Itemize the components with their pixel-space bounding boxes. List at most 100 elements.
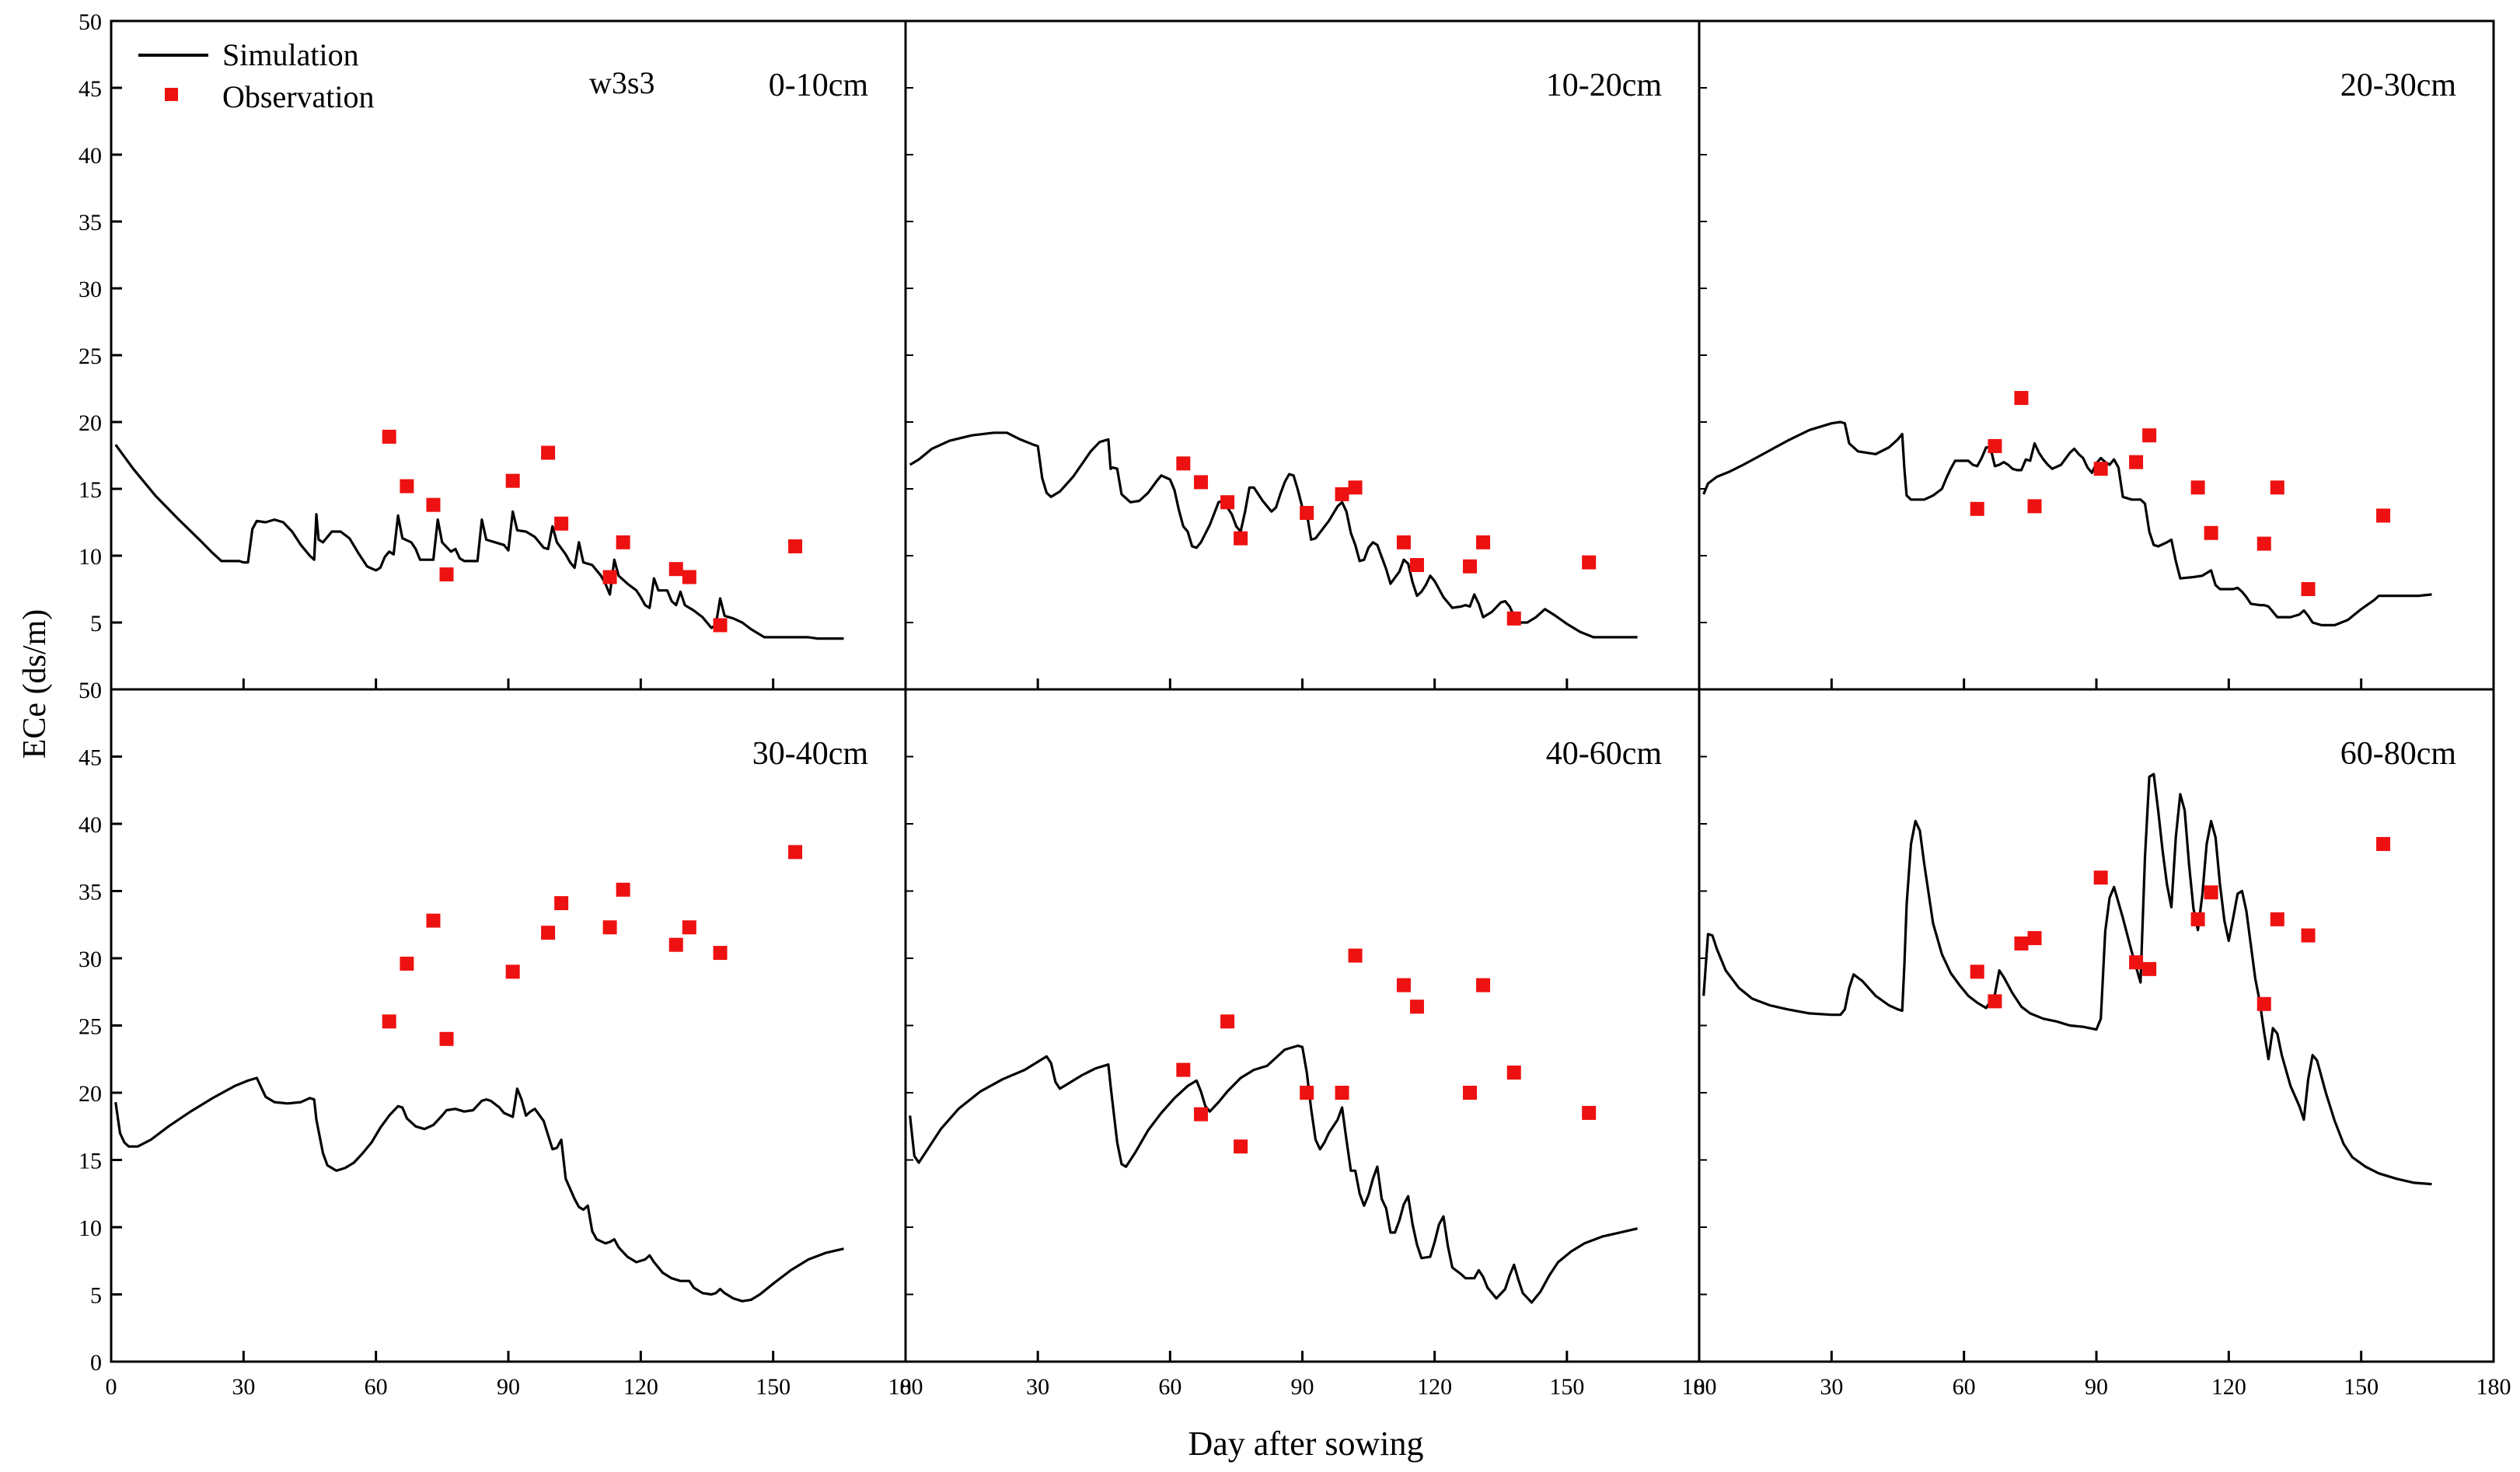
panel-10-20cm: 10-20cm	[904, 19, 1701, 691]
panel-frame	[904, 19, 1701, 691]
panel-depth-label: 20-30cm	[2340, 68, 2457, 103]
observation-point	[1506, 611, 1521, 626]
observation-point	[1335, 1086, 1349, 1100]
observation-point	[682, 920, 696, 935]
x-tick-label: 150	[2344, 1374, 2379, 1400]
simulation-line	[1702, 420, 2432, 626]
x-tick-label: 0	[900, 1374, 912, 1400]
observation-point	[1463, 559, 1478, 574]
simulation-line	[909, 431, 1638, 639]
y-tick-label: 30	[79, 947, 102, 972]
x-tick-label: 0	[106, 1374, 117, 1400]
legend-simulation-label: Simulation	[222, 37, 359, 72]
observation-point	[2376, 508, 2391, 523]
observation-point	[2301, 582, 2316, 596]
observation-point	[2270, 480, 2284, 495]
observation-point	[1409, 558, 1424, 573]
y-tick-label: 15	[79, 1149, 102, 1174]
x-tick-label: 30	[1026, 1374, 1049, 1400]
observation-point	[554, 516, 569, 531]
panel-depth-label: 10-20cm	[1546, 68, 1663, 103]
observation-point	[1396, 978, 1411, 992]
observation-point	[668, 937, 683, 952]
panel-0-10cm: 5 10 15 20 25 30 35 40 45 50 0-10cm	[79, 9, 907, 691]
y-tick-label: 25	[79, 1014, 102, 1040]
panel-60-80cm: 0 30 60 90 120 150 180 60-80cm	[1694, 688, 2511, 1400]
y-tick-label: 50	[79, 678, 102, 703]
x-tick-label: 90	[2085, 1374, 2108, 1400]
observation-point	[554, 896, 569, 911]
observation-point	[2014, 391, 2029, 406]
observation-point	[1476, 978, 1491, 992]
observation-point	[602, 570, 617, 584]
observation-point	[616, 882, 630, 897]
y-tick-label: 35	[79, 210, 102, 235]
observation-point	[2204, 525, 2218, 540]
observation-point	[2142, 961, 2157, 976]
y-tick-label: 5	[90, 1283, 102, 1309]
observation-point	[1970, 501, 1984, 516]
observation-point	[382, 429, 396, 444]
observation-point	[1234, 531, 1248, 546]
x-tick-label: 120	[2211, 1374, 2246, 1400]
observation-point	[400, 956, 414, 971]
x-tick-label: 0	[1694, 1374, 1705, 1400]
legend: Simulation Observation	[138, 37, 375, 114]
legend-observation-label: Observation	[222, 79, 375, 114]
observation-point	[2376, 836, 2391, 851]
observation-point	[1220, 495, 1235, 510]
panel-depth-label: 40-60cm	[1546, 736, 1663, 772]
panel-frame	[1698, 19, 2495, 691]
x-tick-label: 60	[365, 1374, 388, 1400]
observation-point	[2190, 480, 2205, 495]
observation-point	[426, 913, 441, 928]
observation-point	[682, 570, 696, 584]
observation-point	[1234, 1139, 1248, 1154]
x-tick-label: 90	[497, 1374, 520, 1400]
observation-point	[1194, 475, 1209, 490]
observation-point	[1506, 1066, 1521, 1080]
x-tick-label: 180	[2476, 1374, 2511, 1400]
observation-point	[2190, 912, 2205, 926]
observation-point	[2270, 912, 2284, 926]
observation-point	[1176, 1062, 1191, 1077]
observation-point	[1409, 999, 1424, 1014]
x-axis-label: Day after sowing	[1188, 1425, 1423, 1463]
y-tick-label: 5	[90, 611, 102, 637]
panel-20-30cm: 20-30cm	[1698, 19, 2495, 691]
observation-point	[2027, 499, 2042, 514]
panel-30-40cm: 0 5 10 15 20 25 30 35 40 45 50 0 30 60 90 120 150 180 30-4…	[79, 678, 923, 1400]
observation-point	[541, 445, 556, 460]
x-tick-label: 180	[1682, 1374, 1717, 1400]
y-tick-label: 50	[79, 9, 102, 35]
observation-point	[2129, 955, 2144, 970]
x-tick-label: 90	[1291, 1374, 1314, 1400]
y-tick-label: 20	[79, 1081, 102, 1107]
observation-point	[2204, 885, 2218, 900]
observation-point	[1396, 535, 1411, 549]
observation-point	[1348, 948, 1363, 963]
x-tick-label: 150	[756, 1374, 791, 1400]
y-tick-label: 40	[79, 143, 102, 169]
y-tick-label: 45	[79, 745, 102, 771]
y-tick-label: 10	[79, 1216, 102, 1241]
panel-depth-label: 60-80cm	[2340, 736, 2457, 772]
observation-point	[382, 1014, 396, 1029]
observation-point	[2256, 536, 2271, 551]
observation-point	[400, 479, 414, 494]
y-tick-label: 10	[79, 544, 102, 570]
panel-frame	[110, 688, 907, 1363]
observation-point	[2256, 996, 2271, 1011]
observation-point	[2142, 428, 2157, 443]
observation-point	[1300, 1086, 1314, 1100]
observation-point	[788, 845, 803, 860]
observation-point	[505, 473, 520, 488]
observation-point	[1970, 964, 1984, 979]
observation-point	[439, 567, 454, 582]
panel-depth-label: 0-10cm	[769, 68, 869, 103]
y-tick-label: 30	[79, 277, 102, 302]
observation-point	[1194, 1107, 1209, 1121]
x-tick-label: 60	[1158, 1374, 1181, 1400]
y-axis-label: ECe (ds/m)	[17, 609, 53, 759]
